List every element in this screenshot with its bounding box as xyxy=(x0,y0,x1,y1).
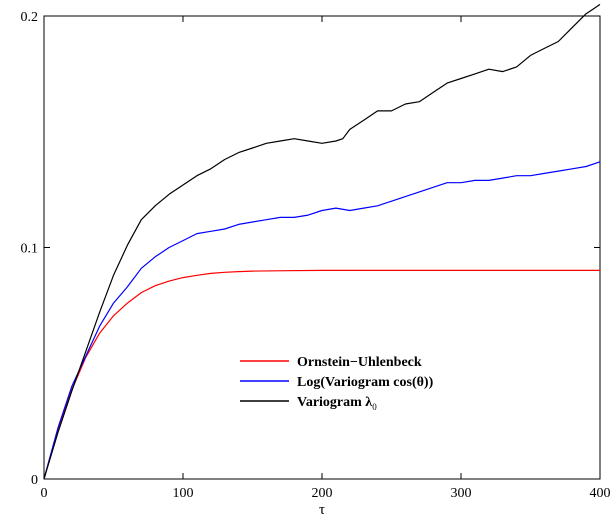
legend-label-0: Ornstein−Uhlenbeck xyxy=(297,355,422,370)
series-layer xyxy=(43,3,601,480)
y-tick-label: 0.2 xyxy=(21,10,39,25)
legend-label-1: Log(Variogram cos(θ)) xyxy=(297,375,434,390)
axis-ticks: 0 100 200 300 400 0 0.1 0.2 xyxy=(21,10,611,501)
x-tick-label: 0 xyxy=(41,486,48,501)
legend-label-main: Ornstein−Uhlenbeck xyxy=(297,355,422,370)
legend-label-main: Variogram λ xyxy=(297,395,372,410)
series-line-0 xyxy=(43,269,600,480)
x-tick-label: 300 xyxy=(451,486,472,501)
legend-label-subscript: 0 xyxy=(372,402,377,412)
x-tick-label: 200 xyxy=(312,486,333,501)
series-line-2 xyxy=(43,3,601,480)
legend-label-2: Variogram λ0 xyxy=(297,395,377,412)
y-tick-label: 0.1 xyxy=(21,242,39,257)
legend: Ornstein−Uhlenbeck Log(Variogram cos(θ)) V… xyxy=(240,355,434,412)
legend-label-main: Log(Variogram cos(θ)) xyxy=(297,375,434,390)
x-tick-label: 100 xyxy=(173,486,194,501)
y-tick-label: 0 xyxy=(31,473,38,488)
x-axis-title: τ xyxy=(319,502,325,518)
series-line-1 xyxy=(43,161,601,480)
x-tick-label: 400 xyxy=(590,486,611,501)
